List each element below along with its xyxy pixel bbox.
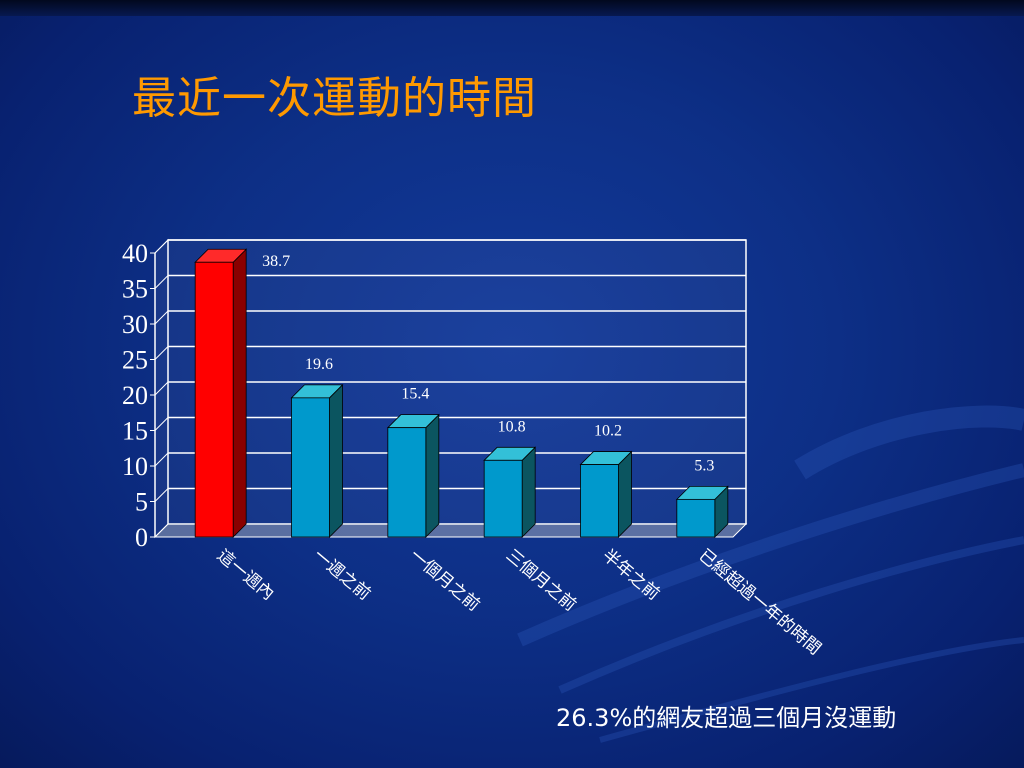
bar-side <box>618 450 632 538</box>
y-tick-label: 10 <box>122 452 148 481</box>
y-tick-label: 15 <box>122 417 148 446</box>
x-category-label: 半年之前 <box>598 546 663 605</box>
data-label: 15.4 <box>401 386 429 403</box>
bar <box>387 427 427 538</box>
x-category-label: 這一週內 <box>213 546 278 605</box>
bar-side <box>521 446 536 538</box>
gridline-side <box>154 275 169 289</box>
slide-title: 最近一次運動的時間 <box>132 73 537 124</box>
gridline-side <box>154 417 169 431</box>
y-tick-label: 35 <box>122 275 148 304</box>
bar <box>483 459 523 538</box>
slide-caption: 26.3%的網友超過三個月沒運動 <box>556 704 897 732</box>
gridline-side <box>154 310 169 325</box>
bar <box>194 261 234 538</box>
x-category-label: 已經超過一年的時間 <box>695 546 825 660</box>
y-tick-label: 5 <box>135 488 148 517</box>
data-label: 10.2 <box>594 423 622 440</box>
data-label: 10.8 <box>498 418 526 435</box>
gridline-side <box>154 381 169 396</box>
y-tick-label: 0 <box>135 523 148 552</box>
bar <box>291 397 330 538</box>
y-tick-label: 30 <box>122 310 148 339</box>
gridline-side <box>154 488 169 502</box>
x-category-label: 一個月之前 <box>406 546 484 616</box>
data-label: 19.6 <box>305 356 333 373</box>
bar-side <box>232 248 247 538</box>
x-category-label: 一週之前 <box>309 546 374 605</box>
data-label: 5.3 <box>694 457 714 474</box>
data-label: 38.7 <box>262 253 290 270</box>
bar <box>676 498 716 538</box>
top-bar <box>0 0 1024 16</box>
y-tick-label: 20 <box>122 381 148 410</box>
bar <box>580 464 619 538</box>
x-category-label: 三個月之前 <box>502 546 580 616</box>
bar-side <box>329 383 343 538</box>
gridline-side <box>154 346 169 360</box>
gridline-side <box>154 239 169 254</box>
gridline-side <box>154 452 169 467</box>
y-tick-label: 40 <box>122 239 148 268</box>
bar-side <box>425 413 440 538</box>
y-tick-label: 25 <box>122 346 148 375</box>
